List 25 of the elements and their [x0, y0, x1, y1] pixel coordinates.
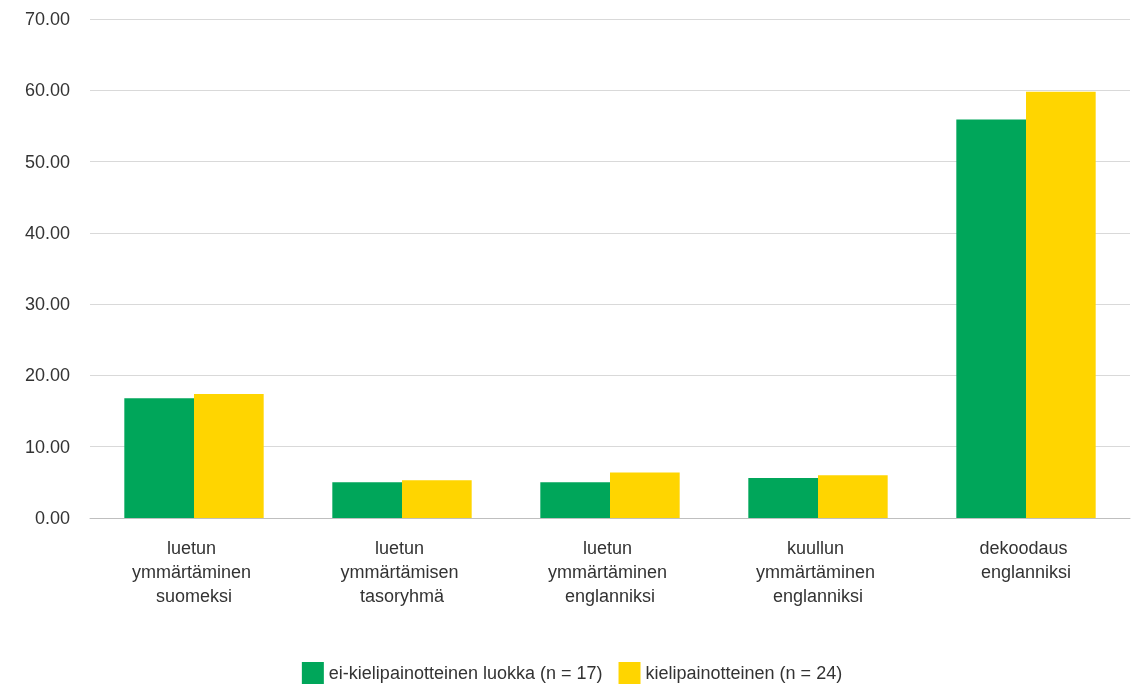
y-tick-label: 30.00 — [24, 294, 70, 315]
x-tick-label: luetun ymmärtämisen tasoryhmä — [340, 538, 464, 606]
bar — [1026, 91, 1096, 518]
x-tick-label: luetun ymmärtäminen englanniksi — [547, 538, 673, 606]
y-tick-label: 10.00 — [24, 436, 70, 457]
y-tick-label: 20.00 — [24, 365, 70, 386]
y-tick-label: 50.00 — [24, 151, 70, 172]
y-tick-label: 60.00 — [24, 80, 70, 101]
bar — [540, 482, 610, 518]
x-tick-label: luetun ymmärtäminen suomeksi — [131, 538, 257, 606]
bar — [818, 475, 888, 518]
bar — [332, 482, 402, 518]
x-tick-label: dekoodaus englanniksi — [979, 538, 1073, 582]
bar — [956, 119, 1026, 518]
bar — [194, 393, 264, 518]
bar — [124, 398, 194, 518]
bar — [610, 472, 680, 518]
legend-label: kielipainotteinen (n = 24) — [645, 663, 843, 683]
y-tick-label: 0.00 — [34, 508, 70, 528]
y-tick-label: 40.00 — [24, 222, 70, 243]
legend-label: ei-kielipainotteinen luokka (n = 17) — [328, 663, 603, 683]
bar — [402, 480, 472, 518]
x-tick-label: kuullun ymmärtäminen englanniksi — [755, 538, 881, 606]
bar — [748, 478, 818, 518]
y-tick-label: 70.00 — [24, 9, 70, 29]
